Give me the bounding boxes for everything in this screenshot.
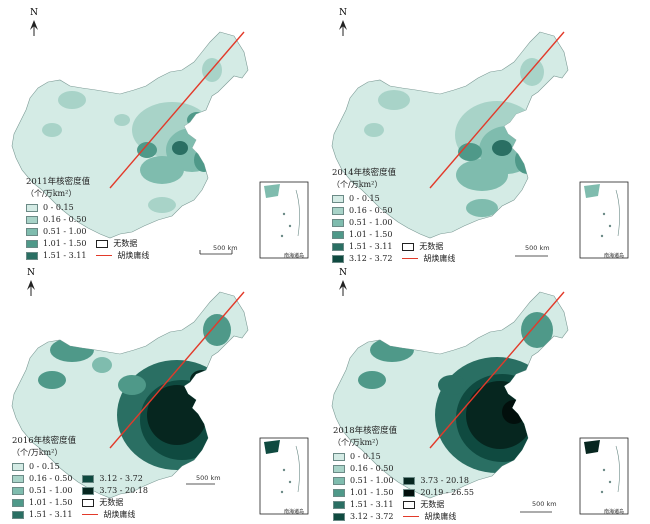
legend-item: 1.51 - 3.11 xyxy=(333,499,393,510)
inset-2018 xyxy=(579,437,629,515)
inset-2011 xyxy=(259,181,309,259)
legend-item: 0 - 0.15 xyxy=(26,202,86,213)
legend-item: 1.01 - 1.50 xyxy=(332,229,392,240)
legend-item: 0.16 - 0.50 xyxy=(26,214,86,225)
legend-item: 20.19 - 26.55 xyxy=(403,487,474,498)
legend-title: 2018年核密度值 （个/万km²） xyxy=(333,426,398,447)
inset-2014 xyxy=(579,181,629,259)
legend-item: 3.12 - 3.72 xyxy=(332,253,392,264)
legend-title: 2014年核密度值 （个/万km²） xyxy=(332,168,397,189)
inset-label-2014: 南海诸岛 xyxy=(604,253,625,259)
inset-2016 xyxy=(259,437,309,515)
legend-item: 0.51 - 1.00 xyxy=(333,475,393,486)
legend-2011: 2011年核密度值 （个/万km²） 0 - 0.15 0.16 - 0.50 0… xyxy=(26,177,149,261)
legend-item: 1.01 - 1.50 xyxy=(26,238,86,249)
north-label-2011: N xyxy=(30,8,38,18)
north-label-2016: N xyxy=(27,268,35,278)
scale-label-2011: 500 km xyxy=(213,244,238,252)
legend-item: 1.51 - 3.11 xyxy=(332,241,392,252)
inset-label-2018: 南海诸岛 xyxy=(604,509,625,515)
legend-2016: 2016年核密度值 （个/万km²） 0 - 0.15 0.16 - 0.50 3… xyxy=(12,436,148,520)
legend-2018: 2018年核密度值 （个/万km²） 0 - 0.15 0.16 - 0.50 0… xyxy=(333,426,474,522)
legend-item: 0.51 - 1.00 xyxy=(332,217,392,228)
scale-label-2018: 500 km xyxy=(532,500,557,508)
legend-item: 1.51 - 3.11 xyxy=(12,509,72,520)
legend-item: 0.51 - 1.00 xyxy=(12,485,72,496)
legend-title: 2016年核密度值 （个/万km²） xyxy=(12,436,77,457)
north-arrow-2016 xyxy=(27,280,35,296)
scale-label-2014: 500 km xyxy=(525,244,550,252)
inset-label-2016: 南海诸岛 xyxy=(284,509,305,515)
legend-item: 0 - 0.15 xyxy=(332,193,392,204)
north-label-2018: N xyxy=(339,268,347,278)
legend-title: 2011年核密度值 （个/万km²） xyxy=(26,177,91,198)
legend-item: 胡焕庸线 xyxy=(402,253,455,264)
legend-item: 1.01 - 1.50 xyxy=(12,497,72,508)
legend-item: 无数据 xyxy=(402,241,455,252)
legend-item: 1.51 - 3.11 xyxy=(26,250,86,261)
north-arrow-2014 xyxy=(339,20,347,36)
north-label-2014: N xyxy=(339,8,347,18)
north-arrow-2018 xyxy=(339,280,347,296)
legend-item: 3.73 - 20.18 xyxy=(403,475,474,486)
legend-item: 无数据 xyxy=(82,497,148,508)
legend-item: 0.16 - 0.50 xyxy=(333,463,393,474)
inset-label-2011: 南海诸岛 xyxy=(284,253,305,259)
legend-item: 3.73 - 20.18 xyxy=(82,485,148,496)
legend-2014: 2014年核密度值 （个/万km²） 0 - 0.15 0.16 - 0.50 0… xyxy=(332,168,455,264)
legend-item: 胡焕庸线 xyxy=(82,509,148,520)
legend-item: 1.01 - 1.50 xyxy=(333,487,393,498)
legend-item: 3.12 - 3.72 xyxy=(82,473,148,484)
legend-item: 0.16 - 0.50 xyxy=(12,473,72,484)
legend-item: 3.12 - 3.72 xyxy=(333,511,393,522)
legend-item: 0 - 0.15 xyxy=(333,451,393,462)
legend-item: 0.16 - 0.50 xyxy=(332,205,392,216)
legend-item: 无数据 xyxy=(96,238,149,249)
scale-label-2016: 500 km xyxy=(196,474,221,482)
legend-item: 胡焕庸线 xyxy=(403,511,474,522)
scale-bar-2011 xyxy=(199,250,233,255)
legend-item: 胡焕庸线 xyxy=(96,250,149,261)
legend-item: 0 - 0.15 xyxy=(12,461,72,472)
legend-item: 0.51 - 1.00 xyxy=(26,226,86,237)
legend-item: 无数据 xyxy=(403,499,474,510)
north-arrow-2011 xyxy=(30,20,38,36)
